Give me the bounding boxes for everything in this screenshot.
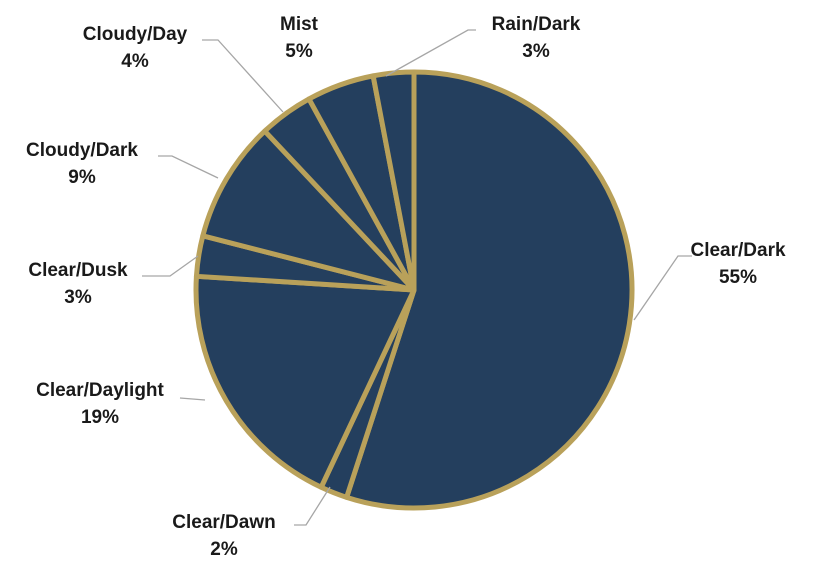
data-label-percent: 9% bbox=[68, 167, 96, 188]
data-label-cloudy-day: Cloudy/Day 4% bbox=[83, 24, 188, 72]
data-label-cloudy-dark: Cloudy/Dark 9% bbox=[26, 140, 138, 188]
data-label-category: Clear/Daylight bbox=[36, 380, 164, 401]
data-label-clear-dark: Clear/Dark 55% bbox=[690, 240, 785, 288]
leader-line-cloudy-day bbox=[202, 39, 284, 113]
leader-line-cloudy-dark bbox=[158, 155, 219, 179]
leader-line-clear-dawn bbox=[294, 486, 331, 526]
data-label-clear-dusk: Clear/Dusk 3% bbox=[28, 260, 128, 308]
data-label-percent: 3% bbox=[64, 287, 92, 308]
pie-slice-cloudy-dark bbox=[200, 128, 417, 293]
data-label-category: Cloudy/Dark bbox=[26, 140, 138, 161]
pie-slices bbox=[193, 69, 635, 511]
leader-line-clear-dusk bbox=[142, 255, 199, 277]
leader-line-clear-dark bbox=[633, 255, 692, 321]
pie-slice-clear-dark bbox=[344, 69, 635, 511]
pie-slice-rain-dark bbox=[370, 69, 417, 293]
leader-line-rain-dark bbox=[385, 29, 476, 77]
data-label-percent: 5% bbox=[285, 41, 313, 62]
data-label-percent: 4% bbox=[121, 51, 149, 72]
leader-line-clear-daylight bbox=[179, 397, 206, 401]
data-label-category: Clear/Dusk bbox=[28, 260, 128, 281]
data-label-percent: 55% bbox=[719, 267, 757, 288]
data-label-clear-dawn: Clear/Dawn 2% bbox=[172, 512, 275, 560]
data-label-category: Mist bbox=[280, 14, 319, 35]
data-label-percent: 2% bbox=[210, 539, 238, 560]
data-label-category: Clear/Dawn bbox=[172, 512, 275, 533]
leader-lines bbox=[142, 29, 692, 526]
data-label-percent: 3% bbox=[522, 41, 550, 62]
data-label-percent: 19% bbox=[81, 407, 119, 428]
data-labels: Clear/Dark 55% Clear/Dawn 2% Clear/Daylight 1… bbox=[26, 14, 786, 560]
data-label-rain-dark: Rain/Dark 3% bbox=[492, 14, 581, 62]
data-label-category: Rain/Dark bbox=[492, 14, 581, 35]
data-label-mist: Mist 5% bbox=[280, 14, 319, 62]
data-label-clear-daylight: Clear/Daylight 19% bbox=[36, 380, 164, 428]
data-label-category: Clear/Dark bbox=[690, 240, 785, 261]
data-label-category: Cloudy/Day bbox=[83, 24, 188, 45]
pie-slice-clear-daylight bbox=[193, 273, 417, 490]
